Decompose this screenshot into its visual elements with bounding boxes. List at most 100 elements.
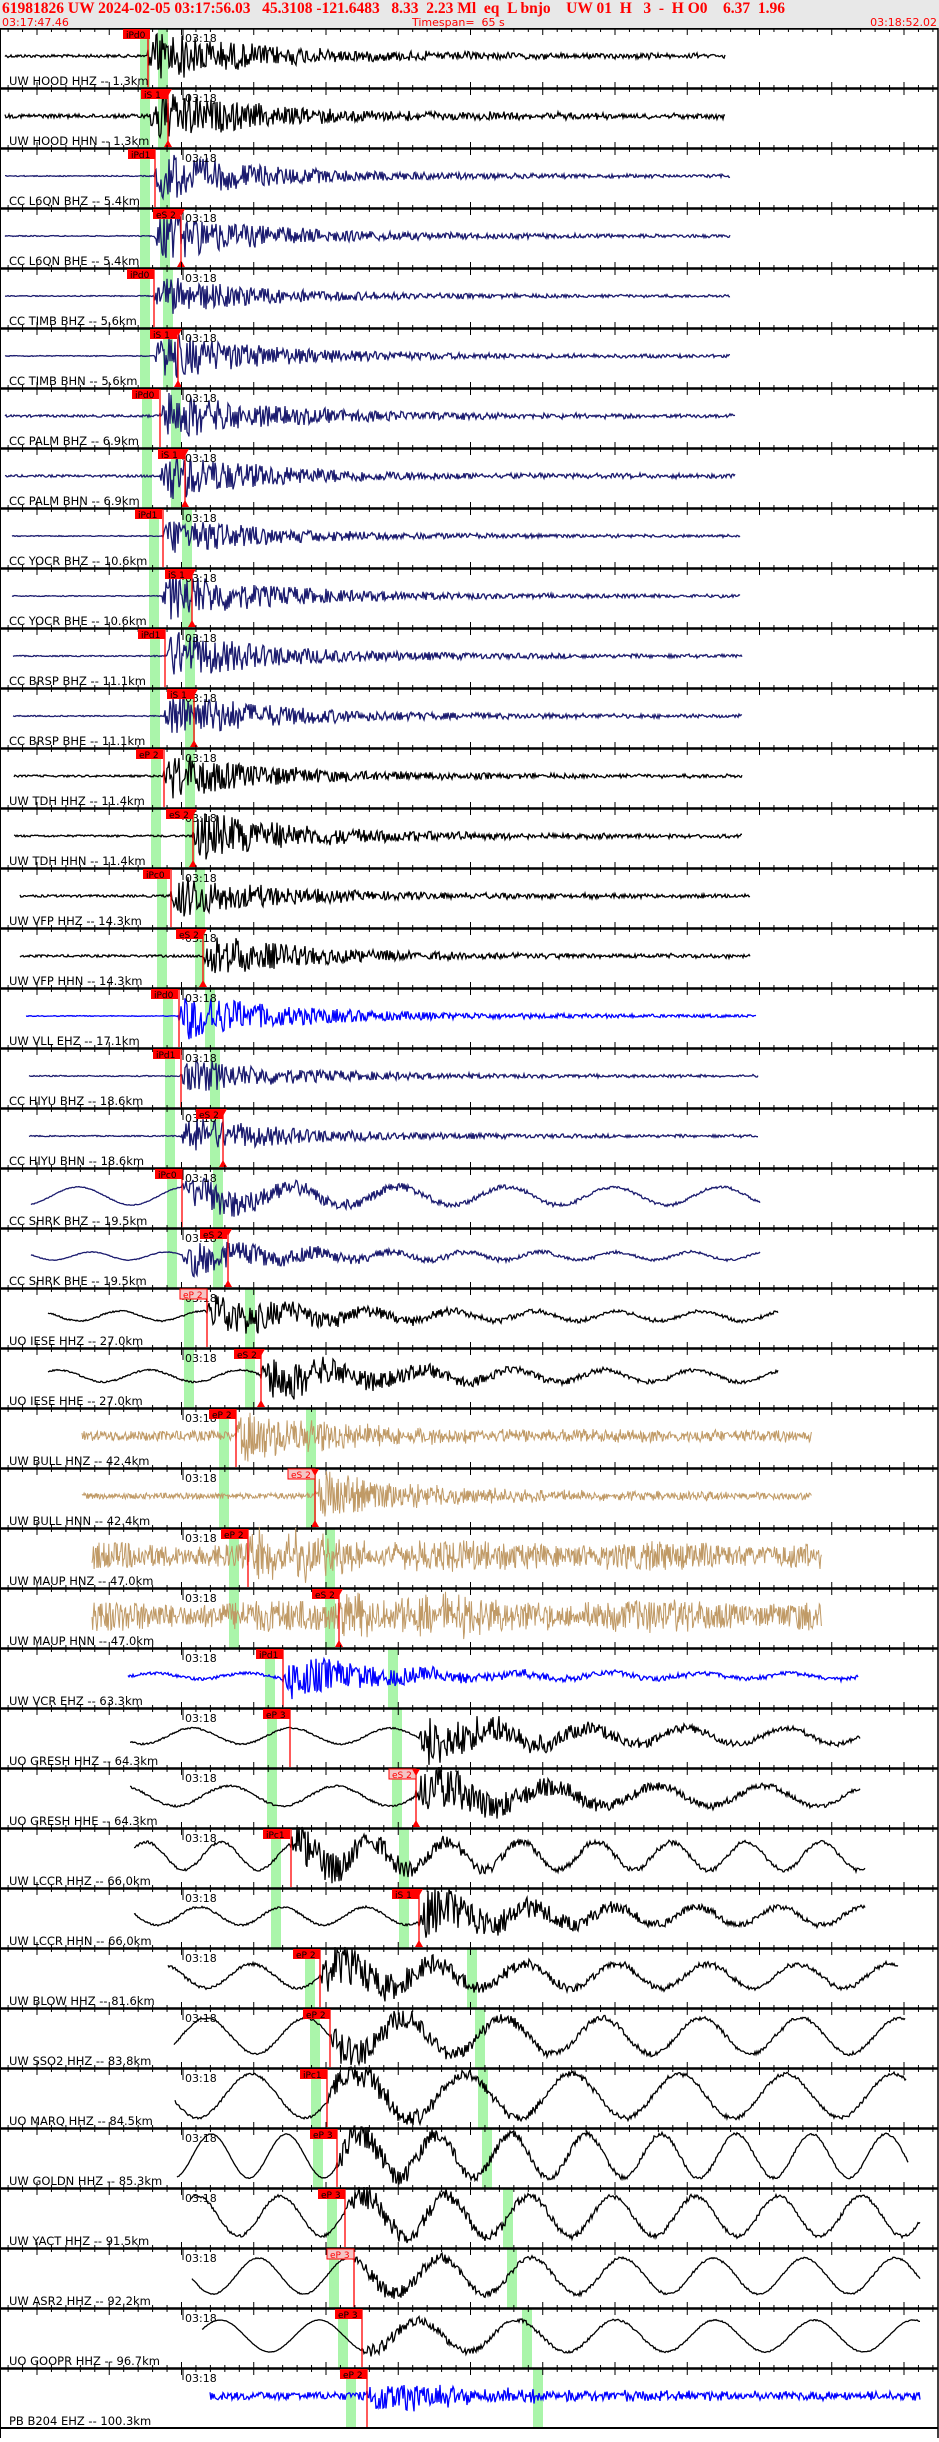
pick-label: iPd1 xyxy=(131,151,150,161)
pick-label-box[interactable] xyxy=(150,329,177,339)
station-label: CC TIMB BHZ -- 5.6km xyxy=(9,314,137,328)
trace-row: 03:18 eP 3 UW GOLDN HHZ -- 85.3km xyxy=(0,2122,938,2188)
pick-label-box[interactable] xyxy=(263,1709,290,1719)
pick-label-box[interactable] xyxy=(166,809,193,819)
pick-label-box[interactable] xyxy=(196,1109,223,1119)
trace-row: 03:18 iPd1 CC YOCR BHZ -- 10.6km xyxy=(0,502,938,568)
start-time-label: 03:17:47.46 xyxy=(2,16,69,29)
station-label: UW MAUP HNN -- 47.0km xyxy=(9,1634,154,1648)
station-label: UW VFP HHN -- 14.3km xyxy=(9,974,143,988)
waveform-trace xyxy=(91,1591,822,1640)
pick-label-box[interactable] xyxy=(153,209,180,219)
pick-label-box[interactable] xyxy=(312,1589,339,1599)
pick-label: eP 3 xyxy=(321,2191,341,2201)
pick-label-box[interactable] xyxy=(340,2369,367,2379)
station-label: UW LCCR HHZ -- 66.0km xyxy=(9,1874,151,1888)
predicted-arrival-band xyxy=(184,1349,194,1408)
pick-label-box[interactable] xyxy=(392,1889,419,1899)
pick-label-box[interactable] xyxy=(310,2129,337,2139)
waveform-trace xyxy=(13,756,743,799)
pick-label-box[interactable] xyxy=(179,1288,208,1300)
waveform-trace xyxy=(4,32,726,79)
pick-label-box[interactable] xyxy=(128,149,155,159)
predicted-arrival-band xyxy=(167,1229,177,1288)
minute-label: 03:18 xyxy=(185,632,217,645)
station-label: CC SHRK BHZ -- 19.5km xyxy=(9,1214,147,1228)
pick-label-box[interactable] xyxy=(256,1649,283,1659)
pick-triangle-top-icon xyxy=(415,1889,423,1896)
timespan-label: Timespan= 65 s xyxy=(412,16,505,29)
pick-label-box[interactable] xyxy=(127,269,154,279)
station-label: CC SHRK BHE -- 19.5km xyxy=(9,1274,147,1288)
pick-label-box[interactable] xyxy=(153,1049,180,1059)
waveform-trace xyxy=(127,1656,859,1700)
pick-triangle-top-icon xyxy=(219,1109,227,1116)
predicted-arrival-band xyxy=(327,2189,337,2248)
station-label: CC YOCR BHZ -- 10.6km xyxy=(9,554,147,568)
pick-label-box[interactable] xyxy=(155,1169,182,1179)
pick-label-box[interactable] xyxy=(200,1229,227,1239)
pick-label: iPd0 xyxy=(135,391,155,401)
pick-label-box[interactable] xyxy=(318,2189,345,2199)
predicted-arrival-band xyxy=(171,449,181,508)
pick-label-box[interactable] xyxy=(143,869,170,879)
minute-label: 03:18 xyxy=(185,2192,217,2205)
waveform-trace xyxy=(4,392,736,437)
pick-label-box[interactable] xyxy=(158,449,185,459)
trace-row: 03:18 eS 2 UO IESE HHE -- 27.0km xyxy=(0,1342,938,1408)
waveform-trace xyxy=(13,813,743,860)
predicted-arrival-band xyxy=(482,2129,492,2188)
predicted-arrival-band xyxy=(140,329,150,388)
trace-row: 03:18 eP 3 UO GOOPR HHZ -- 96.7km xyxy=(0,2302,938,2368)
pick-label-box[interactable] xyxy=(132,389,159,399)
pick-label-box[interactable] xyxy=(136,749,163,759)
pick-label-box[interactable] xyxy=(141,89,168,99)
pick-label-box[interactable] xyxy=(123,29,150,39)
trace-row: 03:18 iS 1 CC PALM BHN -- 6.9km xyxy=(0,442,938,508)
pick-triangle-bottom-icon xyxy=(412,1820,420,1827)
station-label: UO GRESH HHZ -- 64.3km xyxy=(9,1754,158,1768)
pick-label-box[interactable] xyxy=(263,1829,290,1839)
pick-label-box[interactable] xyxy=(151,989,178,999)
pick-label-box[interactable] xyxy=(165,569,192,579)
predicted-arrival-band xyxy=(305,1949,315,2008)
minute-label: 03:18 xyxy=(185,1532,217,1545)
pick-label-box[interactable] xyxy=(167,689,194,699)
pick-label-box[interactable] xyxy=(303,2009,330,2019)
pick-label-box[interactable] xyxy=(209,1409,236,1419)
waveform-trace xyxy=(81,1471,812,1517)
waveform-trace xyxy=(201,2315,920,2357)
pick-label: eS 2 xyxy=(169,811,189,821)
pick-label-box[interactable] xyxy=(293,1949,320,1959)
pick-label: eP 2 xyxy=(343,2371,363,2381)
pick-label-box[interactable] xyxy=(138,629,165,639)
station-label: UW BULL HNN -- 42.4km xyxy=(9,1514,150,1528)
trace-row: 03:18 iPc1 UO MARQ HHZ -- 84.5km xyxy=(0,2062,938,2128)
station-label: UW GOLDN HHZ -- 85.3km xyxy=(9,2174,162,2188)
pick-label-box[interactable] xyxy=(326,2248,355,2260)
pick-label-box[interactable] xyxy=(176,929,203,939)
pick-label-box[interactable] xyxy=(135,509,162,519)
pick-label-box[interactable] xyxy=(300,2069,327,2079)
minute-label: 03:18 xyxy=(185,1892,217,1905)
trace-row: 03:18 eS 2 UW BULL HNN -- 42.4km xyxy=(0,1462,938,1528)
predicted-arrival-band xyxy=(313,2129,323,2188)
waveform-trace xyxy=(209,2384,921,2412)
pick-label-box[interactable] xyxy=(221,1529,248,1539)
pick-triangle-bottom-icon xyxy=(219,1160,227,1167)
station-label: UO GRESH HHE -- 64.3km xyxy=(9,1814,158,1828)
waveform-trace xyxy=(81,1412,812,1462)
predicted-arrival-band xyxy=(210,1049,220,1108)
waveform-trace xyxy=(133,1826,866,1884)
pick-label: iPc0 xyxy=(146,871,165,881)
waveform-trace xyxy=(28,1058,759,1091)
pick-label: eP 3 xyxy=(338,2311,358,2321)
pick-label-box[interactable] xyxy=(335,2309,362,2319)
pick-label-box[interactable] xyxy=(234,1349,261,1359)
predicted-arrival-band xyxy=(503,2189,513,2248)
station-label: UO IESE HHE -- 27.0km xyxy=(9,1394,143,1408)
